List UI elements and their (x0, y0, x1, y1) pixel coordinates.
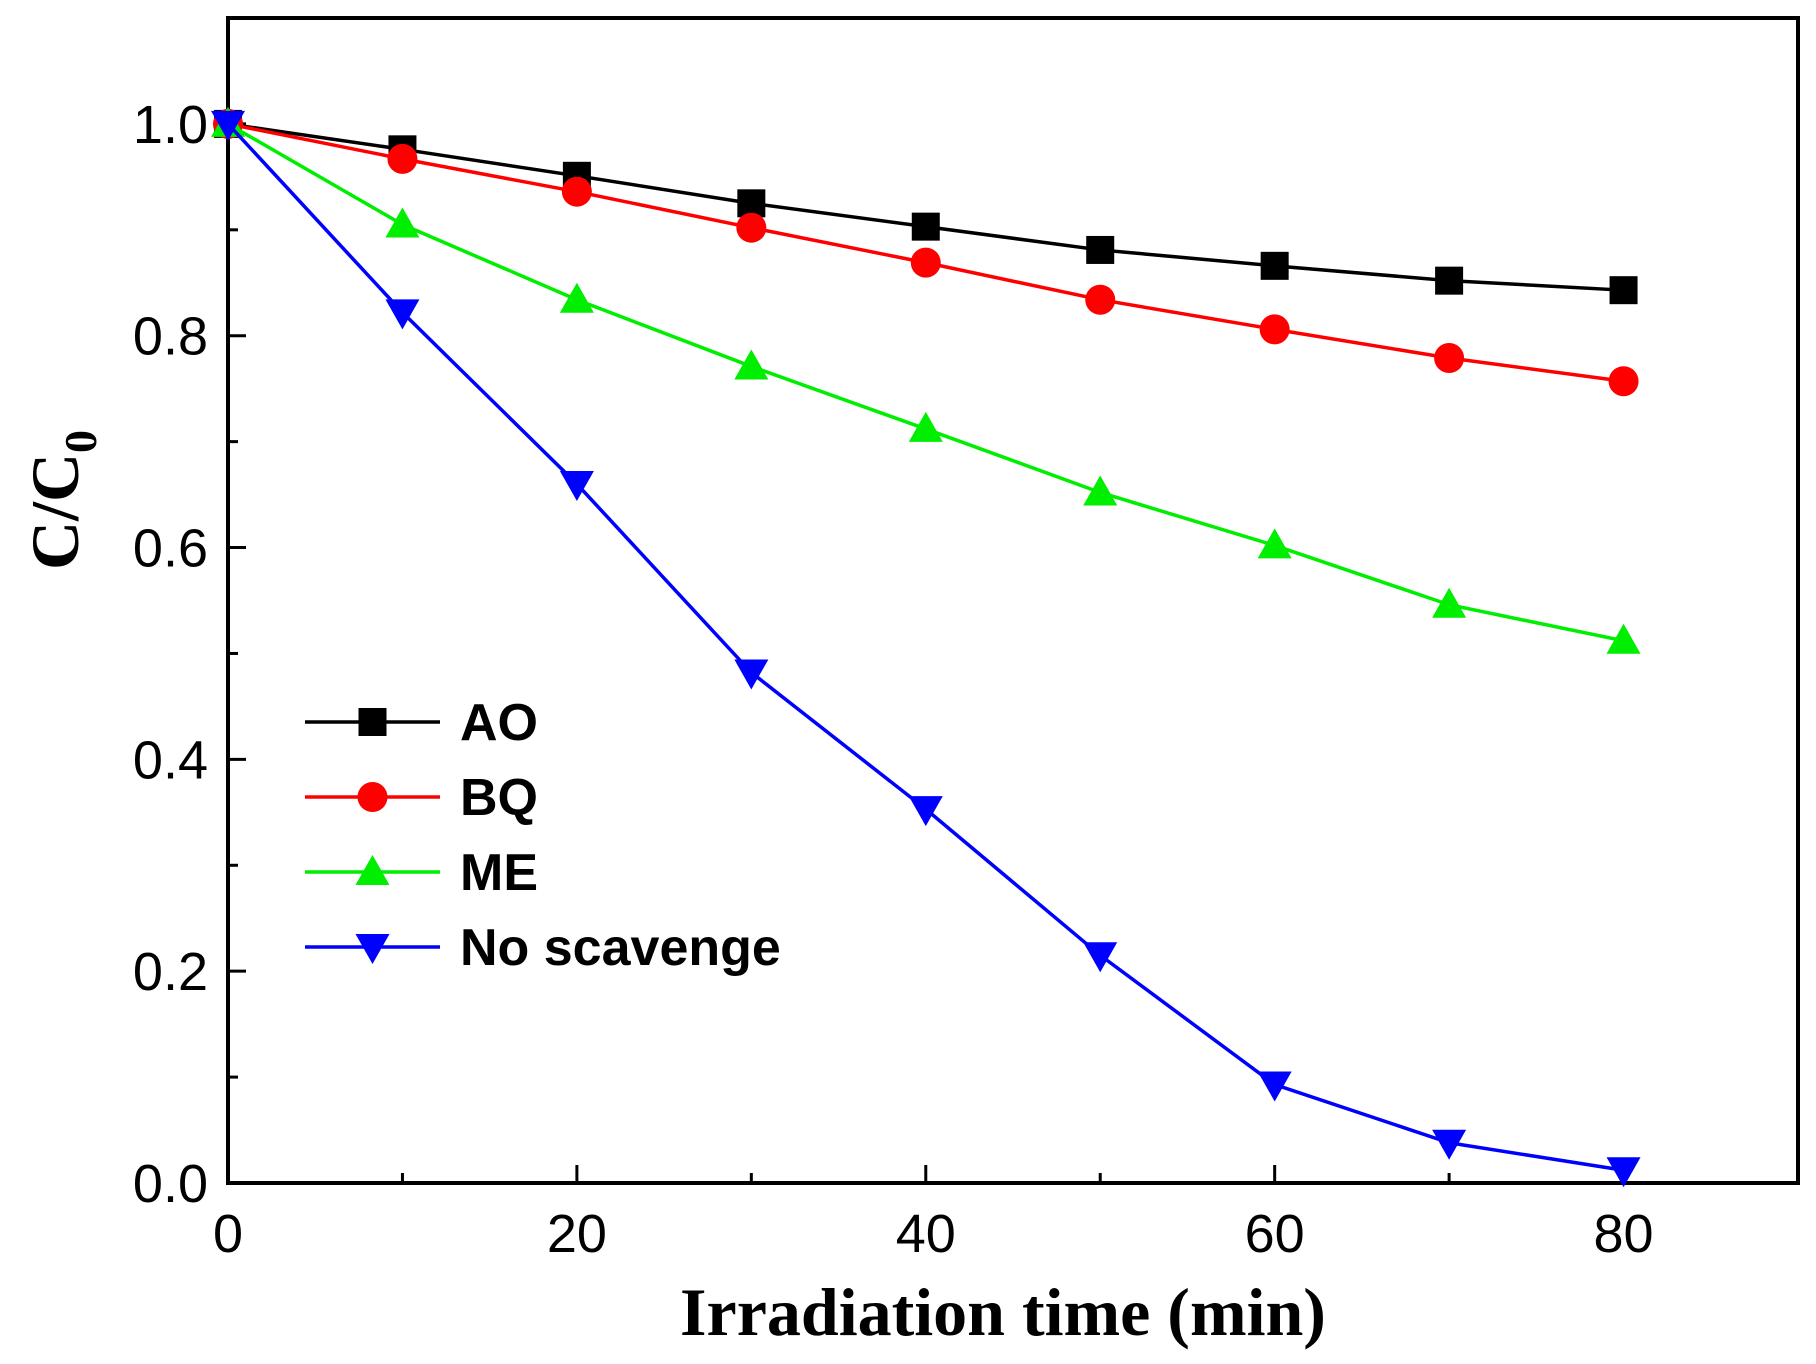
data-point (211, 110, 245, 141)
x-tick-label: 0 (213, 1204, 243, 1264)
data-point (1083, 475, 1118, 506)
legend-entry: ME (305, 844, 538, 902)
data-point (1606, 623, 1641, 654)
x-tick-label: 20 (547, 1204, 607, 1264)
x-tick-label: 40 (896, 1204, 956, 1264)
data-point (561, 176, 592, 207)
legend-label: AO (460, 694, 538, 752)
data-point (1432, 1129, 1467, 1160)
legend-marker (358, 708, 387, 736)
x-tick-label: 60 (1245, 1204, 1305, 1264)
y-axis-title-subscript: 0 (55, 430, 106, 453)
y-tick-label: 0.2 (133, 942, 208, 1002)
series-line (227, 122, 1624, 643)
data-point (387, 143, 418, 174)
data-point (1608, 366, 1639, 397)
svg-text:C/C0: C/C0 (17, 430, 106, 570)
data-point (559, 282, 594, 313)
legend-marker (355, 855, 390, 885)
y-tick-label: 0.8 (133, 307, 208, 367)
data-point (736, 212, 767, 243)
y-axis-title-main: C/C (17, 453, 93, 570)
data-point (1085, 284, 1116, 315)
legend-label: ME (460, 844, 538, 902)
axis-ticks: 0 20 40 60 80 0.0 0.2 0.4 0.6 0.8 1.0 (133, 95, 1654, 1264)
y-tick-label: 0.0 (133, 1154, 208, 1214)
data-point (734, 349, 769, 380)
legend-marker (355, 934, 390, 964)
legend: AO BQ ME No scavenge (305, 694, 781, 977)
data-point (559, 471, 594, 501)
legend-label: No scavenge (460, 919, 781, 977)
legend-label: BQ (460, 769, 538, 827)
legend-entry: BQ (305, 769, 538, 827)
y-tick-label: 0.4 (133, 730, 208, 790)
data-point (1609, 276, 1638, 305)
data-point (908, 796, 943, 827)
data-point (1083, 942, 1118, 973)
series-no-scavenge (211, 110, 1641, 1188)
data-point (1434, 342, 1465, 373)
x-axis-title: Irradiation time (min) (680, 1274, 1326, 1350)
data-point (1086, 235, 1115, 264)
y-tick-label: 0.6 (133, 519, 208, 579)
legend-marker (357, 782, 388, 812)
x-tick-label: 80 (1594, 1204, 1654, 1264)
data-point (737, 189, 766, 218)
data-point (1435, 266, 1464, 295)
series-line (226, 122, 1624, 1173)
data-point (1432, 587, 1467, 618)
legend-entry: AO (305, 694, 538, 752)
plot-frame (226, 16, 1800, 1185)
data-point (1257, 1071, 1292, 1102)
data-point (385, 299, 420, 330)
y-tick-label: 1.0 (133, 95, 208, 155)
data-point (385, 207, 420, 238)
data-point (911, 212, 940, 241)
y-axis-title: C/C0 (17, 430, 106, 570)
series-layer (211, 106, 1641, 1188)
data-point (910, 247, 941, 278)
series-me (211, 106, 1641, 654)
legend-entry: No scavenge (305, 919, 781, 977)
data-point (1259, 314, 1290, 345)
data-point (1257, 528, 1292, 559)
data-point (908, 411, 943, 442)
data-point (1260, 251, 1289, 280)
data-point (734, 659, 769, 690)
data-point (1606, 1157, 1641, 1188)
